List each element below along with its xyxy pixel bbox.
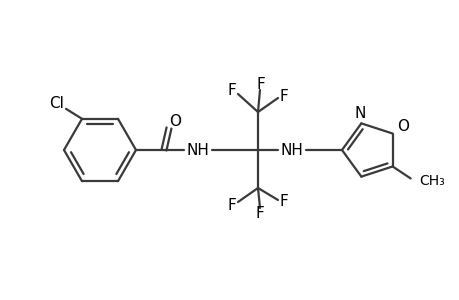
Text: F: F: [256, 76, 265, 92]
Text: O: O: [168, 113, 180, 128]
Text: F: F: [227, 199, 236, 214]
Text: N: N: [354, 106, 365, 121]
Text: F: F: [279, 88, 288, 104]
Text: F: F: [255, 206, 264, 221]
Text: F: F: [279, 194, 288, 209]
Text: F: F: [227, 82, 236, 98]
Text: CH₃: CH₃: [419, 175, 444, 188]
Text: O: O: [396, 119, 408, 134]
Text: NH: NH: [280, 142, 303, 158]
Text: Cl: Cl: [50, 96, 64, 111]
Text: NH: NH: [186, 142, 209, 158]
